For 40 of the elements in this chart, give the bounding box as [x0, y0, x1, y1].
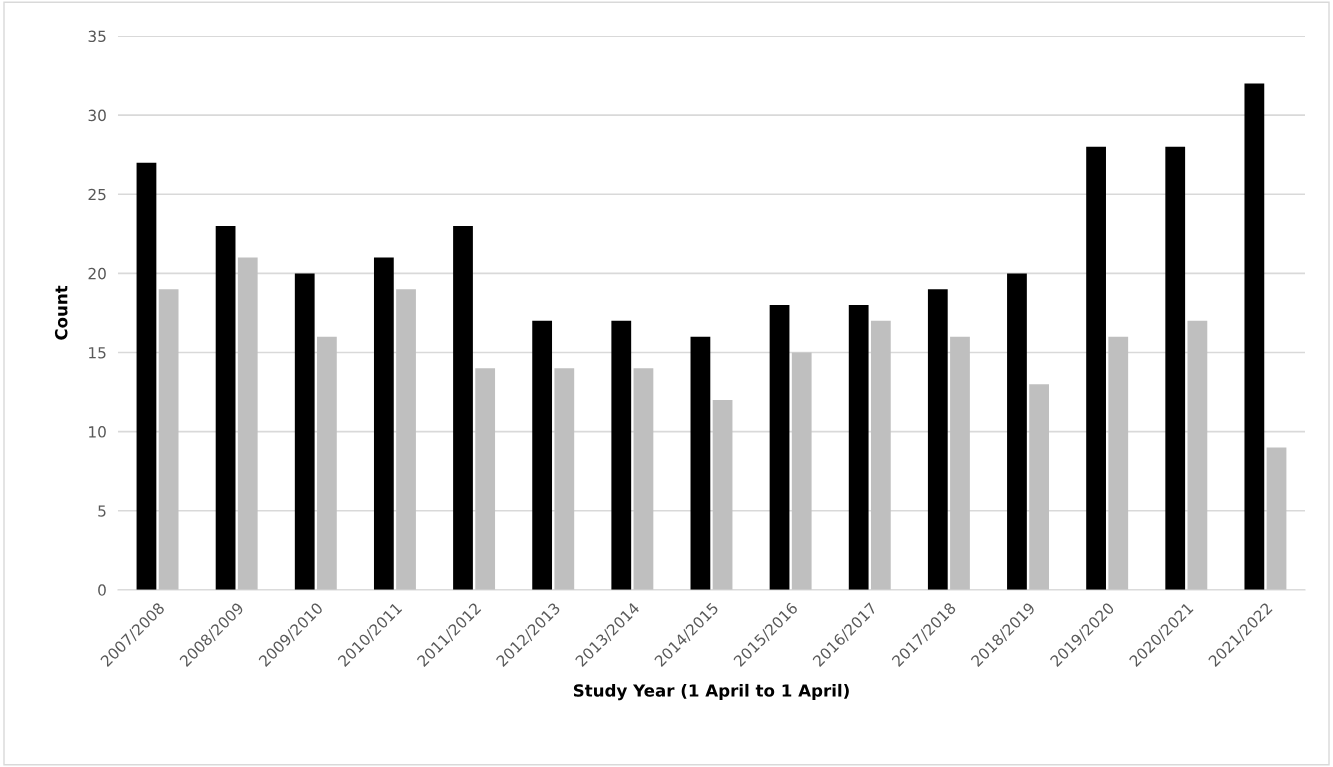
bar: [215, 225, 236, 590]
y-tick-label: 20: [88, 267, 106, 280]
y-tick-label: 10: [89, 426, 106, 438]
bar: [633, 368, 654, 590]
bar: [1007, 273, 1027, 590]
bar: [769, 305, 790, 590]
bar: [1029, 384, 1049, 590]
bar: [1108, 336, 1129, 590]
y-tick-label: 15: [89, 347, 106, 359]
bar: [1187, 320, 1208, 590]
x-axis-title: Study Year (1 April to 1 April): [573, 683, 849, 701]
bar: [554, 368, 575, 590]
bar: [294, 273, 315, 590]
bar: [158, 289, 179, 590]
y-tick-label: 5: [98, 505, 106, 517]
y-tick-label: 35: [88, 30, 106, 43]
bar: [791, 352, 812, 590]
bar: [870, 320, 891, 590]
bar: [950, 336, 970, 590]
bar: [453, 225, 473, 590]
y-tick-label: 25: [88, 188, 106, 201]
bar: [237, 257, 258, 590]
bar: [373, 257, 394, 590]
bar: [611, 320, 632, 590]
y-tick-label: 0: [98, 584, 106, 596]
bar: [927, 289, 948, 590]
bar: [690, 336, 711, 590]
bar: [848, 305, 869, 590]
bar: [396, 289, 416, 590]
bar: [712, 399, 733, 590]
bar: [1165, 146, 1186, 590]
bar: [1086, 146, 1106, 590]
y-tick-label: 30: [88, 109, 106, 122]
bar: [136, 162, 157, 590]
bar: [317, 336, 337, 590]
y-axis-title: Count: [54, 285, 68, 340]
bar: [1266, 447, 1287, 590]
bar: [532, 320, 553, 590]
bar: [1244, 83, 1265, 590]
bar: [475, 368, 496, 590]
